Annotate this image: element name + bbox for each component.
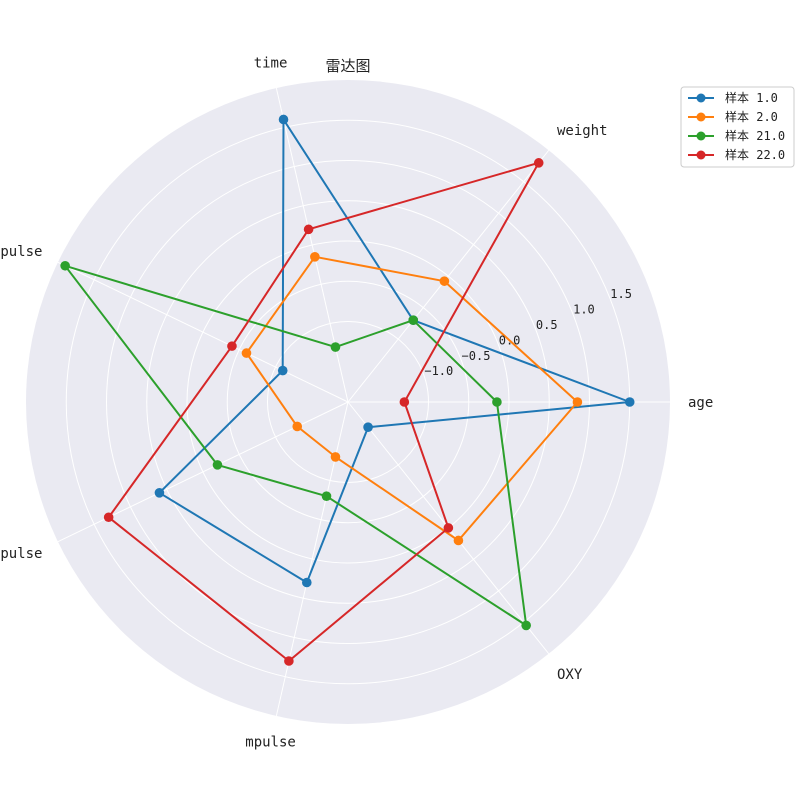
series-point	[521, 620, 531, 631]
series-line	[158, 118, 631, 584]
legend: 样本 1.0 样本 2.0 样本 21.0 样本 22.0	[680, 86, 795, 168]
series-line	[245, 255, 579, 542]
grid-spoke	[347, 149, 550, 403]
grid-spoke	[57, 261, 349, 403]
axis-label-weight: weight	[557, 123, 608, 139]
axis-label-spulse: spulse	[0, 244, 42, 260]
series-point	[302, 577, 312, 588]
chart-title: 雷达图	[325, 57, 370, 75]
radial-tick-label: −0.5	[462, 349, 491, 363]
axis-label-rpulse: rpulse	[0, 546, 42, 562]
radial-tick-labels: −1.0 −0.5 0.0 0.5 1.0 1.5	[424, 287, 632, 378]
legend-marker	[696, 131, 706, 141]
series-point	[533, 158, 544, 168]
radial-tick-label: 0.0	[499, 333, 521, 347]
radial-tick-label: 1.0	[573, 303, 595, 317]
legend-label: 样本 22.0	[725, 147, 785, 162]
series-point	[321, 491, 332, 501]
axis-labels: age weight time spulse rpulse mpulse OXY	[0, 56, 713, 751]
series-4	[103, 158, 544, 666]
legend-marker	[696, 93, 706, 103]
series-point	[399, 397, 410, 407]
legend-label: 样本 1.0	[725, 90, 778, 105]
series-point	[103, 512, 114, 523]
axis-label-oxy: OXY	[557, 667, 583, 683]
series-point	[492, 397, 502, 407]
series-line	[64, 264, 528, 627]
series-point	[408, 315, 419, 325]
series-point	[277, 365, 288, 376]
series-point	[284, 656, 294, 666]
axis-label-mpulse: mpulse	[245, 734, 296, 750]
series-point	[363, 422, 373, 432]
series-point	[278, 114, 289, 125]
series-point	[624, 397, 635, 407]
series-point	[303, 224, 314, 235]
series-point	[572, 397, 583, 407]
axis-label-age: age	[688, 395, 713, 411]
series-line	[107, 161, 540, 662]
series-point	[212, 460, 223, 470]
legend-label: 样本 2.0	[725, 109, 778, 124]
legend-box	[680, 86, 795, 168]
series-point	[330, 452, 341, 462]
legend-item: 样本 22.0	[688, 147, 785, 162]
series-point	[439, 276, 450, 286]
series-1	[154, 114, 635, 588]
series-point	[310, 252, 320, 262]
series-point	[227, 341, 237, 351]
radial-tick-label: −1.0	[424, 364, 453, 378]
radial-tick-label: 1.5	[610, 287, 632, 301]
series-point	[241, 348, 252, 358]
series-2	[241, 252, 583, 546]
legend-marker	[696, 150, 706, 160]
legend-item: 样本 2.0	[688, 109, 778, 124]
radial-tick-label: 0.5	[536, 318, 558, 332]
series-3	[60, 260, 531, 631]
series-point	[330, 342, 341, 352]
legend-marker	[696, 112, 706, 122]
series-point	[154, 488, 165, 498]
legend-item: 样本 21.0	[688, 128, 785, 143]
axis-label-time: time	[254, 56, 288, 72]
series-point	[453, 535, 464, 546]
series-point	[443, 523, 454, 533]
series-point	[292, 421, 303, 432]
series-point	[60, 260, 70, 271]
legend-item: 样本 1.0	[688, 90, 778, 105]
legend-label: 样本 21.0	[725, 128, 785, 143]
series-layer	[60, 114, 635, 666]
